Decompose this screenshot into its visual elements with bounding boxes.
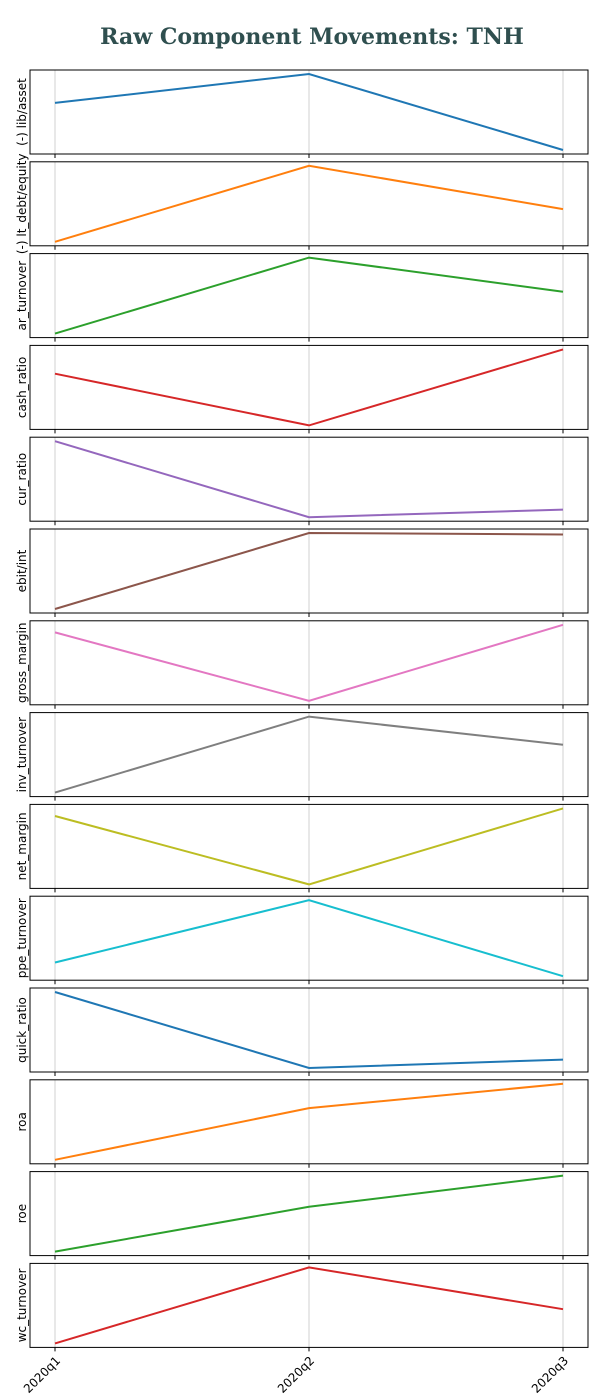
- series-line: [54, 440, 564, 519]
- series-line: [54, 531, 564, 610]
- y-axis-label: cash_ratio: [15, 357, 29, 418]
- subplot-8: net_margin: [15, 803, 589, 893]
- y-axis-label: ebit/int: [15, 549, 29, 592]
- subplot-12: roe: [15, 1171, 589, 1260]
- series-line: [54, 1266, 564, 1345]
- series-line: [54, 348, 564, 427]
- y-axis-label: roa: [15, 1112, 29, 1131]
- subplot-6: gross_margin: [15, 620, 589, 709]
- subplot-9: ppe_turnover: [15, 895, 589, 985]
- subplot-5: ebit/int: [15, 528, 589, 617]
- x-tick-label: 2020q2: [275, 1354, 317, 1396]
- series-line: [54, 899, 564, 978]
- subplot-7: inv_turnover: [15, 712, 589, 801]
- y-axis-label: ar_turnover: [15, 261, 29, 331]
- y-axis-label: roe: [15, 1204, 29, 1223]
- subplot-3: cash_ratio: [15, 344, 589, 434]
- subplot-0: (-) lib/asset: [15, 69, 589, 158]
- series-line: [54, 991, 564, 1070]
- series-line: [54, 623, 564, 702]
- y-axis-label: wc_turnover: [15, 1268, 29, 1342]
- y-axis-label: cur_ratio: [15, 453, 29, 506]
- subplot-2: ar_turnover: [15, 253, 589, 342]
- series-line: [54, 715, 564, 794]
- y-axis-label: net_margin: [15, 812, 29, 880]
- x-tick-label: 2020q3: [529, 1354, 571, 1396]
- y-axis-label: quick_ratio: [15, 997, 29, 1063]
- series-line: [54, 1174, 564, 1253]
- y-axis-label: gross_margin: [15, 623, 29, 703]
- series-line: [54, 1082, 564, 1161]
- subplot-1: (-) lt_debt/equity: [15, 153, 589, 254]
- series-line: [54, 256, 564, 335]
- subplot-4: cur_ratio: [15, 436, 589, 526]
- subplot-11: roa: [15, 1079, 589, 1168]
- series-line: [54, 164, 564, 243]
- x-tick-label: 2020q1: [21, 1354, 63, 1396]
- y-axis-label: ppe_turnover: [15, 898, 29, 978]
- y-axis-label: (-) lib/asset: [15, 78, 29, 146]
- y-axis-label: (-) lt_debt/equity: [15, 153, 29, 254]
- chart-title: Raw Component Movements: TNH: [100, 24, 524, 50]
- y-axis-label: inv_turnover: [15, 717, 29, 793]
- series-line: [54, 72, 564, 151]
- series-line: [54, 807, 564, 886]
- subplot-10: quick_ratio: [15, 987, 589, 1076]
- subplot-13: wc_turnover: [15, 1262, 589, 1352]
